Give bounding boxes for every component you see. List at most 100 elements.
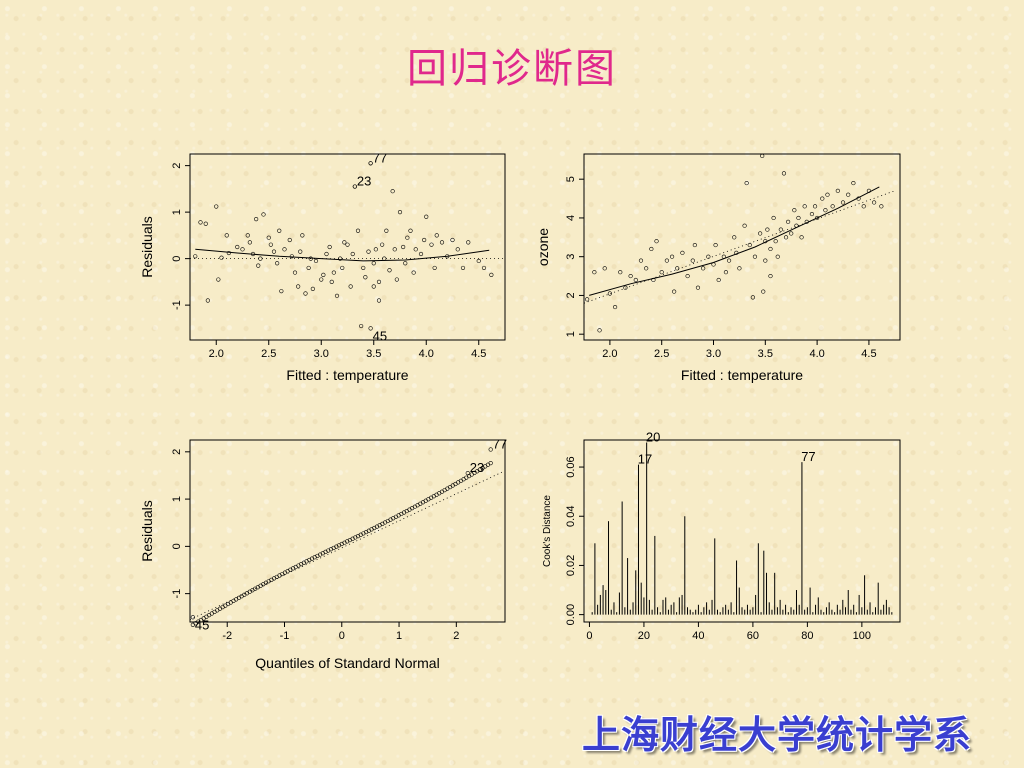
- x-tick-label: 3.5: [758, 348, 773, 360]
- data-point: [282, 247, 287, 252]
- data-point: [361, 265, 366, 271]
- data-point: [771, 215, 776, 221]
- data-point: [823, 208, 828, 213]
- data-point: [313, 258, 319, 264]
- data-point: [345, 242, 350, 247]
- page-title: 回归诊断图: [407, 46, 617, 92]
- data-point: [355, 228, 361, 233]
- data-point: [685, 273, 690, 279]
- data-point: [450, 237, 455, 243]
- point-label: 23: [357, 174, 371, 189]
- y-tick-label: 1: [565, 331, 577, 337]
- data-point: [602, 266, 607, 271]
- fit-line: [583, 190, 895, 304]
- data-point: [789, 231, 794, 236]
- data-point: [786, 219, 791, 224]
- data-point: [450, 483, 455, 488]
- data-point: [768, 273, 773, 279]
- point-label: 77: [373, 150, 387, 165]
- data-point: [768, 246, 773, 252]
- data-point: [879, 204, 884, 209]
- data-point: [324, 251, 329, 257]
- data-point: [216, 277, 221, 282]
- data-point: [205, 298, 210, 303]
- y-tick-label: 0.02: [565, 555, 577, 576]
- data-point: [348, 284, 353, 289]
- y-tick-label: -1: [171, 589, 183, 599]
- data-point: [835, 188, 840, 193]
- data-point: [763, 239, 768, 244]
- data-point: [303, 291, 308, 296]
- data-point: [219, 255, 224, 260]
- data-point: [359, 323, 364, 329]
- data-point: [231, 598, 236, 604]
- data-point: [338, 256, 343, 261]
- data-point: [403, 261, 408, 266]
- data-point: [220, 605, 225, 610]
- data-point: [387, 268, 392, 273]
- data-point: [458, 478, 464, 483]
- y-axis-label: Cook's Distance: [542, 495, 553, 567]
- data-point: [701, 266, 706, 271]
- data-point: [713, 242, 718, 248]
- data-point: [215, 608, 220, 613]
- data-point: [585, 297, 590, 302]
- data-point: [405, 235, 410, 240]
- data-point: [245, 233, 250, 238]
- plot-frame: [583, 439, 901, 623]
- data-point: [628, 273, 633, 279]
- data-point: [225, 601, 231, 607]
- y-tick-label: 3: [565, 254, 577, 260]
- x-tick-label: 4.0: [809, 348, 824, 360]
- y-tick-label: 0.06: [565, 456, 577, 477]
- data-point: [212, 609, 217, 615]
- data-point: [592, 270, 597, 275]
- y-axis-label: Residuals: [139, 500, 155, 561]
- data-point: [390, 189, 395, 194]
- x-tick-label: 3.0: [706, 348, 721, 360]
- data-point: [866, 188, 872, 193]
- data-point: [223, 603, 228, 608]
- data-point: [680, 250, 685, 255]
- data-point: [439, 240, 445, 245]
- y-tick-label: 4: [565, 215, 577, 221]
- y-tick-label: 0.04: [565, 506, 577, 527]
- data-point: [236, 595, 241, 600]
- x-tick-label: 2.0: [209, 348, 224, 360]
- data-point: [217, 606, 223, 611]
- data-point: [794, 223, 799, 228]
- labeled-point: [368, 326, 373, 331]
- data-point: [439, 489, 445, 494]
- data-point: [411, 270, 416, 275]
- data-point: [432, 265, 437, 271]
- y-tick-label: 2: [171, 449, 183, 455]
- data-point: [861, 204, 866, 209]
- data-point: [732, 235, 737, 240]
- data-point: [747, 242, 752, 248]
- y-tick-label: 1: [171, 496, 183, 502]
- data-point: [329, 279, 334, 284]
- data-point: [692, 242, 697, 248]
- data-point: [397, 210, 403, 215]
- data-point: [765, 227, 770, 232]
- data-point: [289, 254, 294, 259]
- data-point: [750, 295, 755, 300]
- data-point: [392, 247, 397, 252]
- x-tick-label: 20: [638, 630, 650, 642]
- y-tick-label: 2: [565, 292, 577, 298]
- data-point: [300, 233, 305, 238]
- data-point: [672, 289, 677, 294]
- data-point: [651, 277, 656, 283]
- labeled-point: [465, 470, 470, 476]
- data-point: [460, 265, 466, 271]
- x-tick-label: 40: [692, 630, 704, 642]
- data-point: [825, 192, 830, 197]
- data-point: [434, 233, 439, 238]
- data-point: [644, 266, 649, 271]
- data-point: [234, 597, 239, 602]
- data-point: [350, 251, 355, 257]
- y-tick-label: -1: [171, 300, 183, 310]
- data-point: [455, 247, 460, 252]
- data-point: [418, 251, 424, 257]
- data-point: [815, 215, 820, 221]
